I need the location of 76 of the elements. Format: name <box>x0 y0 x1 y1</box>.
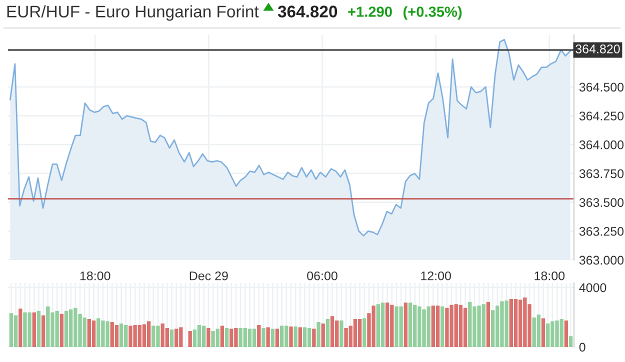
bar <box>142 324 146 347</box>
bar <box>536 314 541 347</box>
x-tick-label: Dec 29 <box>190 271 228 280</box>
bar <box>294 326 298 347</box>
bar <box>380 302 385 347</box>
bar <box>188 330 192 347</box>
bar <box>312 328 316 347</box>
bar <box>114 325 119 347</box>
bar <box>330 316 334 347</box>
bar <box>18 308 22 347</box>
bar <box>41 315 46 347</box>
bar <box>541 318 546 347</box>
bar <box>146 321 151 347</box>
bar <box>358 319 362 347</box>
bar <box>436 306 440 347</box>
bar <box>463 308 468 347</box>
bar <box>289 326 293 347</box>
bar <box>298 327 302 347</box>
bar <box>220 326 224 347</box>
bar <box>248 328 252 347</box>
bar <box>92 320 96 347</box>
bar <box>64 310 68 347</box>
x-tick-label: 18:00 <box>534 271 565 280</box>
chart-title: EUR/HUF - Euro Hungarian Forint <box>7 5 259 21</box>
bar <box>404 302 408 347</box>
x-tick-label: 18:00 <box>80 271 110 280</box>
bar <box>270 328 274 347</box>
text: 364.820 <box>278 6 338 18</box>
y-tick-label: 364.500 <box>579 82 624 92</box>
bar <box>170 329 174 347</box>
bar <box>262 328 266 347</box>
bar <box>32 312 36 347</box>
x-tick-label: 12:00 <box>421 271 451 280</box>
bar <box>440 306 444 347</box>
bar <box>302 327 307 347</box>
bar <box>385 302 390 347</box>
text: +1.290 <box>348 6 392 17</box>
bar <box>568 336 573 347</box>
y-tick-label: 0 <box>579 342 586 352</box>
bar <box>321 324 325 347</box>
bar <box>362 318 366 347</box>
bar <box>266 327 270 347</box>
y-tick-label: 364.000 <box>579 140 624 150</box>
bar <box>275 328 280 347</box>
bar <box>36 310 41 347</box>
bar <box>509 298 514 347</box>
bar <box>206 328 210 347</box>
bar <box>252 328 256 347</box>
bar <box>431 306 436 347</box>
bar <box>192 329 197 347</box>
y-tick-label: 363.250 <box>579 226 624 236</box>
bar <box>224 328 229 347</box>
y-tick-label: 363.500 <box>579 198 624 207</box>
bar <box>9 313 14 347</box>
y-tick-label: 363.750 <box>579 169 624 178</box>
bar <box>119 324 124 347</box>
bar <box>60 314 64 347</box>
bar <box>14 315 18 347</box>
y-tick-label: 4000 <box>579 283 606 292</box>
bar <box>87 319 92 347</box>
bar <box>257 325 261 347</box>
bar <box>486 302 490 347</box>
bar <box>340 320 344 347</box>
bar <box>564 320 568 347</box>
bar <box>408 302 412 347</box>
x-tick-label: 06:00 <box>307 271 338 280</box>
bar <box>514 298 518 347</box>
bar <box>353 319 358 347</box>
bar <box>197 325 202 347</box>
ref-line-label: 364.820 <box>576 44 620 54</box>
bar <box>458 304 463 347</box>
y-tick-label: 364.250 <box>579 112 624 120</box>
text: (+0.35%) <box>403 6 462 20</box>
bar <box>316 322 320 347</box>
y-tick-label: 363.000 <box>579 256 624 265</box>
bar <box>326 319 330 347</box>
